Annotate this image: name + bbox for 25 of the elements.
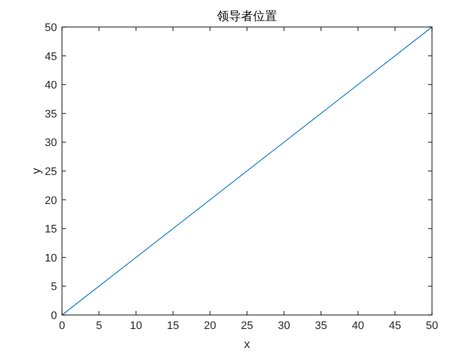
y-tick-label: 40 (44, 80, 57, 92)
x-tick-label: 25 (240, 320, 254, 332)
y-axis-title: y (29, 168, 43, 174)
x-axis-title: x (244, 337, 250, 351)
y-tick-label: 10 (44, 252, 57, 264)
y-tick-label: 20 (44, 194, 57, 207)
y-tick-label: 45 (44, 50, 57, 63)
y-tick-label: 15 (44, 224, 57, 236)
x-tick-label: 30 (278, 320, 290, 332)
x-tick-label: 45 (388, 320, 402, 332)
y-tick-label: 5 (50, 281, 57, 294)
y-tick-label: 25 (44, 166, 57, 178)
x-tick-label: 5 (96, 320, 102, 332)
x-tick-label: 10 (130, 320, 142, 332)
x-tick-label: 50 (426, 320, 438, 332)
y-tick-label: 0 (50, 310, 57, 322)
chart-title: 领导者位置 (217, 9, 277, 23)
y-tick-label: 35 (44, 108, 57, 120)
x-tick-label: 35 (314, 320, 328, 332)
x-tick-label: 20 (204, 320, 216, 332)
x-tick-label: 40 (352, 320, 364, 332)
x-tick-label: 0 (58, 320, 66, 332)
x-tick-label: 15 (166, 320, 180, 332)
y-tick-label: 30 (44, 137, 57, 150)
y-tick-label: 50 (44, 22, 57, 34)
